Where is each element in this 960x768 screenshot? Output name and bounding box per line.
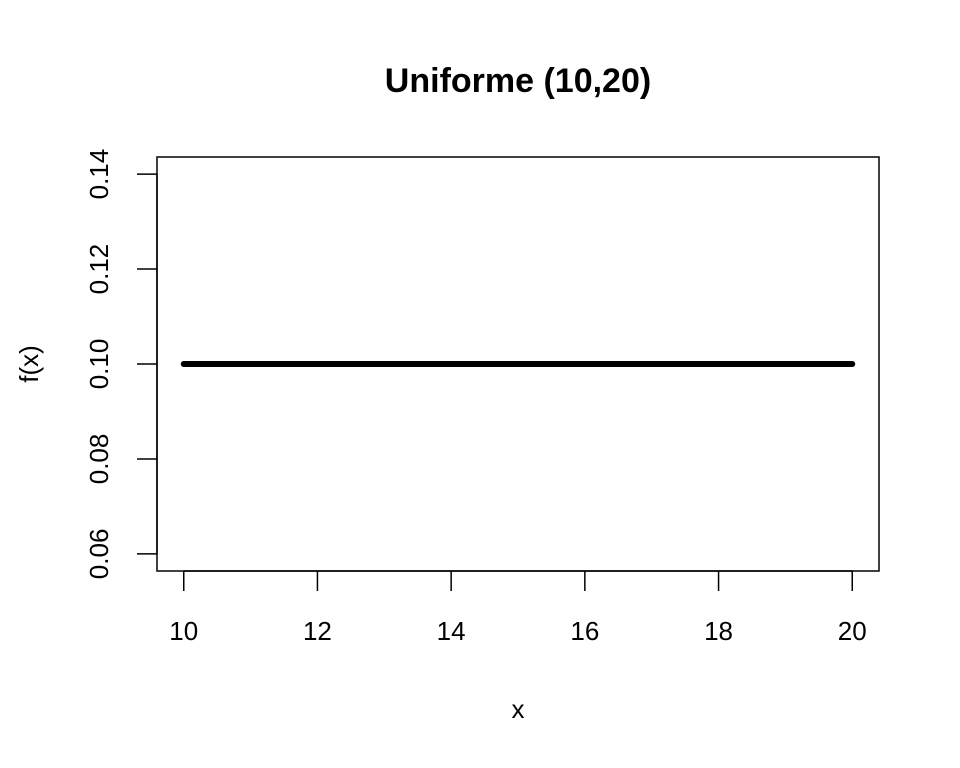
x-tick-label: 16 [570,616,599,646]
y-tick-label: 0.06 [84,529,114,580]
x-tick-label: 12 [303,616,332,646]
chart-title: Uniforme (10,20) [385,62,651,100]
y-tick-label: 0.10 [84,339,114,390]
x-tick-label: 14 [437,616,466,646]
x-tick-label: 18 [704,616,733,646]
x-tick-label: 20 [838,616,867,646]
y-tick-label: 0.12 [84,244,114,295]
y-axis-label: f(x) [14,345,44,383]
x-axis: 10 12 14 16 18 20 [169,570,867,646]
x-tick-label: 10 [169,616,198,646]
y-tick-label: 0.08 [84,434,114,485]
y-axis: 0.06 0.08 0.10 0.12 0.14 [84,149,158,580]
y-tick-label: 0.14 [84,149,114,200]
x-axis-label: x [512,694,525,724]
